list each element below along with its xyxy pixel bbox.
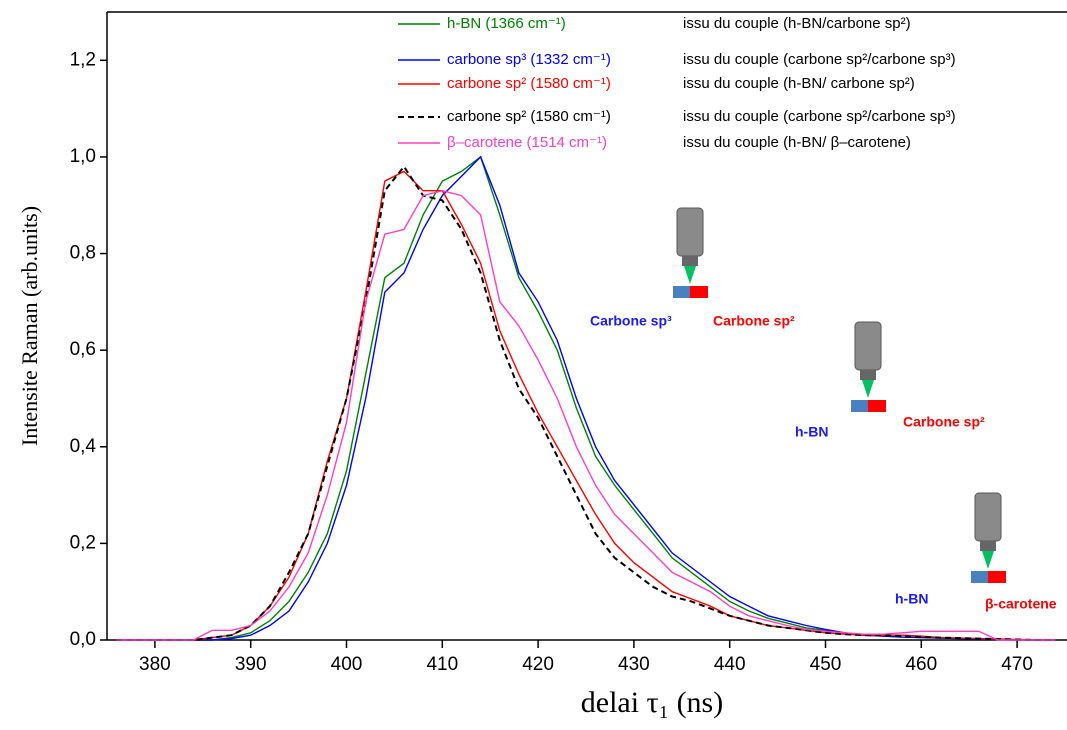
microscope-icon (971, 492, 1006, 583)
sample-right (690, 286, 708, 298)
legend-note: issu du couple (carbone sp²/carbone sp³) (683, 51, 956, 68)
x-axis-label: delai τ₁ (ns) (581, 686, 723, 719)
annotation: Carbone sp² (903, 414, 985, 430)
microscope-icon (673, 207, 708, 298)
x-tick-label: 430 (618, 654, 650, 675)
y-tick-label: 0,2 (70, 532, 96, 553)
sample-left (971, 571, 988, 583)
y-tick-label: 1,2 (70, 49, 96, 70)
legend-note: issu du couple (h-BN/ β–carotene) (683, 134, 911, 151)
y-tick-label: 0,8 (70, 243, 96, 264)
x-tick-label: 390 (235, 654, 267, 675)
x-tick-label: 420 (522, 654, 554, 675)
legend-label: carbone sp³ (1332 cm⁻¹) (447, 51, 611, 68)
legend-note: issu du couple (carbone sp²/carbone sp³) (683, 108, 956, 125)
legend-label: carbone sp² (1580 cm⁻¹) (447, 108, 611, 125)
series-line (116, 189, 1056, 641)
series-line (116, 164, 1056, 641)
objective-tip (682, 256, 698, 266)
objective-body (676, 207, 704, 257)
series-line (116, 155, 1056, 641)
sample-left (673, 286, 690, 298)
legend-note: issu du couple (h-BN/ carbone sp²) (683, 75, 915, 92)
legend-label: carbone sp² (1580 cm⁻¹) (447, 75, 611, 92)
laser-beam (982, 551, 994, 569)
legend-note: issu du couple (h-BN/carbone sp²) (683, 15, 911, 32)
objective-body (854, 321, 882, 371)
y-tick-label: 0,0 (70, 629, 96, 650)
y-tick-label: 0,4 (70, 436, 97, 457)
objective-body (974, 492, 1002, 542)
sample-right (868, 400, 886, 412)
laser-beam (862, 380, 874, 398)
sample-right (988, 571, 1006, 583)
x-tick-label: 380 (139, 654, 171, 675)
legend-label: h-BN (1366 cm⁻¹) (447, 15, 566, 32)
x-tick-label: 410 (426, 654, 458, 675)
x-tick-label: 440 (714, 654, 746, 675)
annotation: h-BN (895, 591, 928, 607)
x-tick-label: 400 (331, 654, 363, 675)
series-line (116, 170, 1056, 641)
annotation: β-carotene (985, 596, 1057, 612)
x-tick-label: 470 (1001, 654, 1033, 675)
microscope-icon (851, 321, 886, 412)
y-axis-label: Intensite Raman (arb.units) (17, 206, 42, 446)
y-tick-label: 1,0 (70, 146, 96, 167)
objective-tip (980, 541, 996, 551)
legend-label: β–carotene (1514 cm⁻¹) (447, 134, 607, 151)
y-tick-label: 0,6 (70, 339, 96, 360)
x-tick-label: 460 (905, 654, 937, 675)
objective-tip (860, 370, 876, 380)
series-line (116, 155, 1056, 641)
sample-left (851, 400, 868, 412)
x-tick-label: 450 (810, 654, 842, 675)
laser-beam (684, 266, 696, 284)
annotation: Carbone sp² (713, 313, 795, 329)
annotation: Carbone sp³ (590, 313, 672, 329)
annotation: h-BN (795, 424, 828, 440)
